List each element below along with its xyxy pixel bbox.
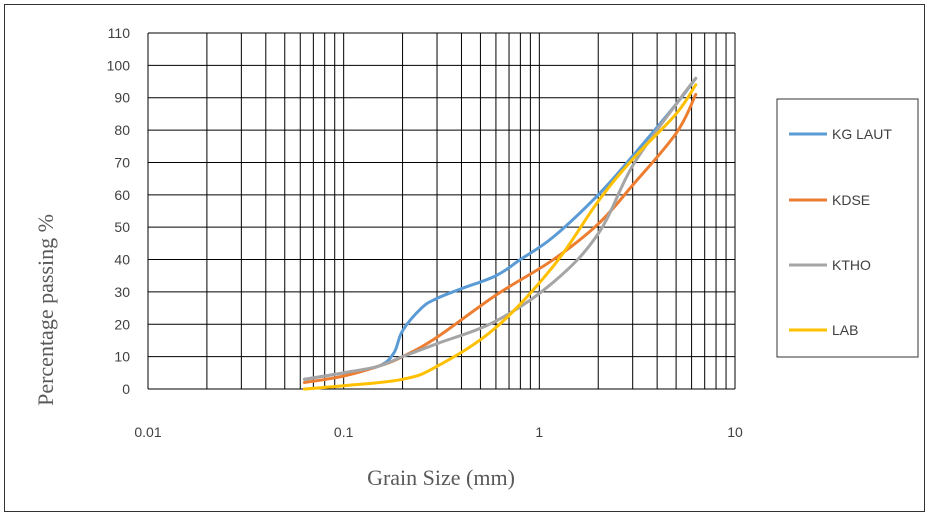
y-tick-label: 80 xyxy=(114,122,130,138)
series-line-kg-laut xyxy=(302,76,698,381)
x-axis-title: Grain Size (mm) xyxy=(367,465,515,490)
legend-label-lab: LAB xyxy=(832,322,858,338)
y-tick-label: 70 xyxy=(114,154,130,170)
y-tick-label: 90 xyxy=(114,90,130,106)
y-tick-label: 20 xyxy=(114,316,130,332)
legend-label-kg-laut: KG LAUT xyxy=(832,126,892,142)
legend: KG LAUT KDSE KTHO LAB xyxy=(776,98,919,358)
y-axis-title: Percentage passing % xyxy=(33,214,58,406)
y-tick-label: 100 xyxy=(107,57,131,73)
x-tick-label: 0.1 xyxy=(334,424,354,440)
y-tick-label: 110 xyxy=(108,25,131,41)
y-tick-label: 40 xyxy=(114,252,130,268)
y-tick-label: 0 xyxy=(122,381,130,397)
series-line-ktho xyxy=(302,76,698,381)
x-tick-label: 10 xyxy=(727,424,743,440)
y-tick-label: 10 xyxy=(114,349,130,365)
series-line-lab xyxy=(302,83,698,391)
series-line-kdse xyxy=(302,92,698,385)
x-tick-labels: 0.01 0.1 1 10 xyxy=(134,424,743,440)
y-tick-label: 50 xyxy=(114,219,130,235)
chart-frame: 0 10 20 30 40 50 60 70 80 90 100 110 0.01 0.1 1 10 Gra… xyxy=(4,4,925,512)
legend-box xyxy=(776,98,919,358)
x-tick-label: 1 xyxy=(535,424,543,440)
x-tick-label: 0.01 xyxy=(134,424,161,440)
legend-label-ktho: KTHO xyxy=(832,257,871,273)
legend-label-kdse: KDSE xyxy=(832,192,870,208)
y-tick-label: 60 xyxy=(114,187,130,203)
y-tick-label: 30 xyxy=(114,284,130,300)
series-lines xyxy=(302,76,698,391)
y-tick-labels: 0 10 20 30 40 50 60 70 80 90 100 110 xyxy=(107,25,131,397)
